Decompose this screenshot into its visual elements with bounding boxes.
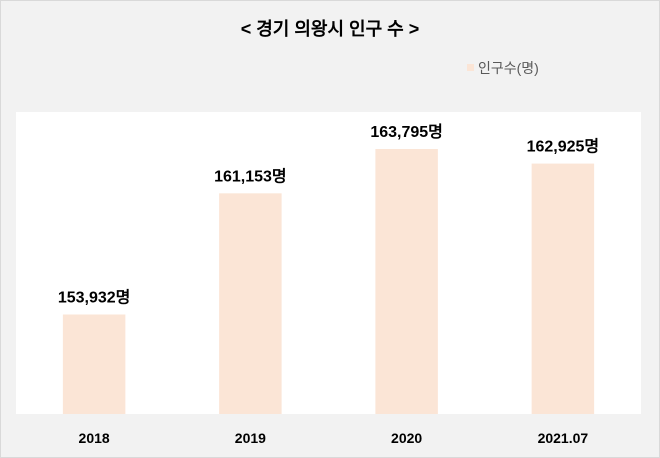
x-tick-label: 2021.07 [538,430,589,446]
x-tick-label: 2019 [235,430,266,446]
bars [62,148,595,414]
legend-label: 인구수(명) [478,60,539,76]
bar [62,314,126,414]
bar [375,148,438,414]
data-label: 153,932명 [58,288,131,306]
x-axis-labels: 2018 2019 2020 2021.07 [79,430,589,446]
bar [531,163,595,414]
chart-title: < 경기 의왕시 인구 수 > [241,19,420,39]
legend: 인구수(명) [467,60,539,76]
data-label: 162,925명 [527,138,600,156]
data-label: 161,153명 [214,167,287,185]
data-label: 163,795명 [370,123,443,141]
x-tick-label: 2020 [391,430,422,446]
legend-swatch [467,64,474,71]
data-labels: 153,932명 161,153명 163,795명 162,925명 [58,123,599,306]
bar [219,193,282,414]
x-tick-label: 2018 [79,430,110,446]
